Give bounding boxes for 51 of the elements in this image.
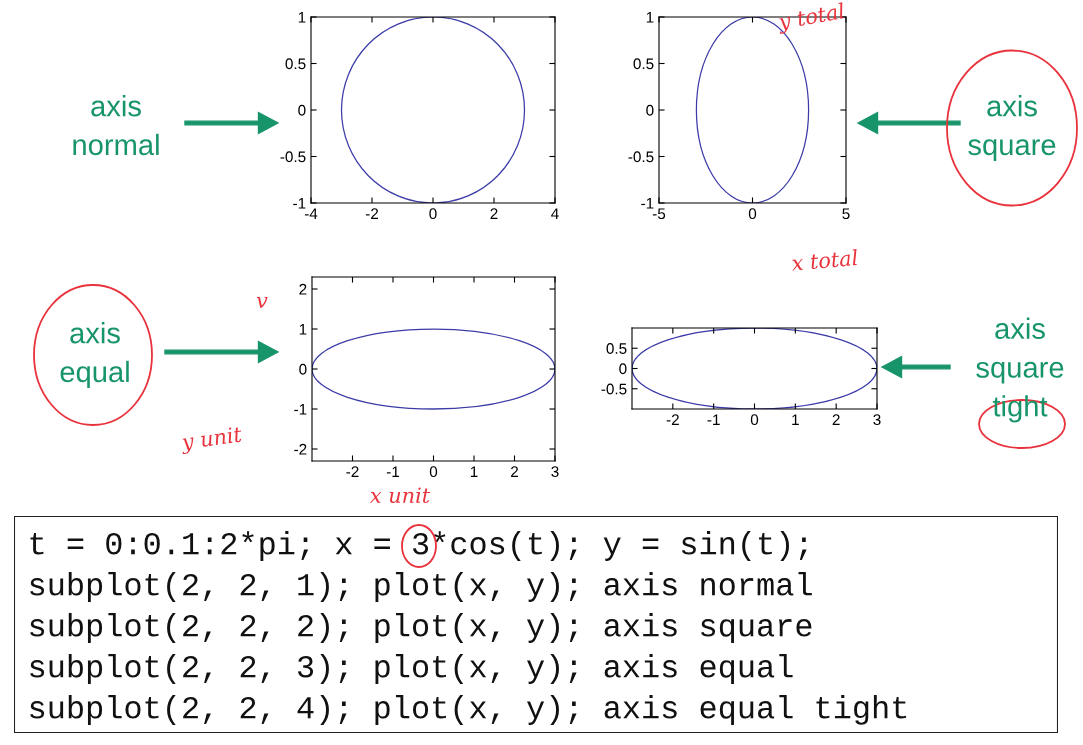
annotation: y total [776, 2, 846, 35]
x-tick-label: 0 [429, 208, 437, 220]
x-tick-label: 1 [470, 466, 478, 477]
y-tick-label: 0.5 [606, 343, 627, 354]
text: v [256, 296, 268, 308]
x-tick-label: -1 [707, 414, 720, 425]
text: axis square [968, 95, 1056, 161]
y-tick-label: -0.5 [628, 151, 654, 163]
x-tick-label: 0 [748, 208, 757, 220]
x-tick-label: 0 [429, 466, 438, 478]
text: subplot(2, 2, 2); plot(x, y); axis square [30, 613, 812, 643]
text: subplot(2, 2, 4); plot(x, y); axis equal tight [30, 695, 907, 725]
y-tick-label: -2 [294, 443, 307, 455]
y-tick-label: -0.5 [601, 383, 627, 395]
x-tick-label: -1 [386, 466, 400, 477]
x-tick-label: -2 [365, 208, 379, 219]
y-tick-label: 0 [646, 104, 654, 116]
y-tick-label: 0.5 [285, 58, 306, 70]
y-tick-label: 2 [299, 283, 307, 295]
text: x unit [369, 487, 431, 504]
x-tick-label: -4 [304, 208, 318, 219]
text: axis equal [60, 322, 129, 388]
text: axis square tight [976, 317, 1064, 423]
x-tick-label: -2 [666, 414, 679, 425]
y-tick-label: 1 [646, 12, 654, 23]
y-tick-label: 1 [298, 12, 306, 23]
text: subplot(2, 2, 1); plot(x, y); axis normal [30, 572, 812, 602]
x-tick-label: 4 [551, 208, 559, 219]
y-tick-label: 0 [298, 104, 306, 116]
y-tick-label: 0 [299, 363, 307, 375]
x-tick-label: 3 [873, 414, 881, 426]
text: axis normal [73, 95, 159, 156]
x-tick-label: 1 [792, 414, 799, 425]
y-tick-label: -1 [293, 198, 306, 209]
y-tick-label: -0.5 [280, 151, 306, 163]
x-tick-label: -5 [652, 208, 666, 220]
text: x total [790, 249, 858, 271]
y-tick-label: 0.5 [633, 58, 654, 70]
x-tick-label: 2 [832, 414, 840, 425]
text: y unit [180, 426, 244, 455]
x-tick-label: 0 [750, 414, 759, 426]
x-tick-label: -2 [346, 466, 359, 477]
y-tick-label: 0 [619, 363, 627, 375]
x-tick-label: 5 [842, 208, 850, 220]
y-tick-label: 1 [299, 324, 307, 335]
x-tick-label: 3 [551, 466, 559, 478]
text: subplot(2, 2, 3); plot(x, y); axis equal [30, 654, 793, 684]
y-tick-label: -1 [294, 404, 307, 415]
x-tick-label: 2 [511, 466, 518, 477]
x-tick-label: 2 [490, 208, 498, 219]
y-tick-label: -1 [641, 198, 654, 209]
